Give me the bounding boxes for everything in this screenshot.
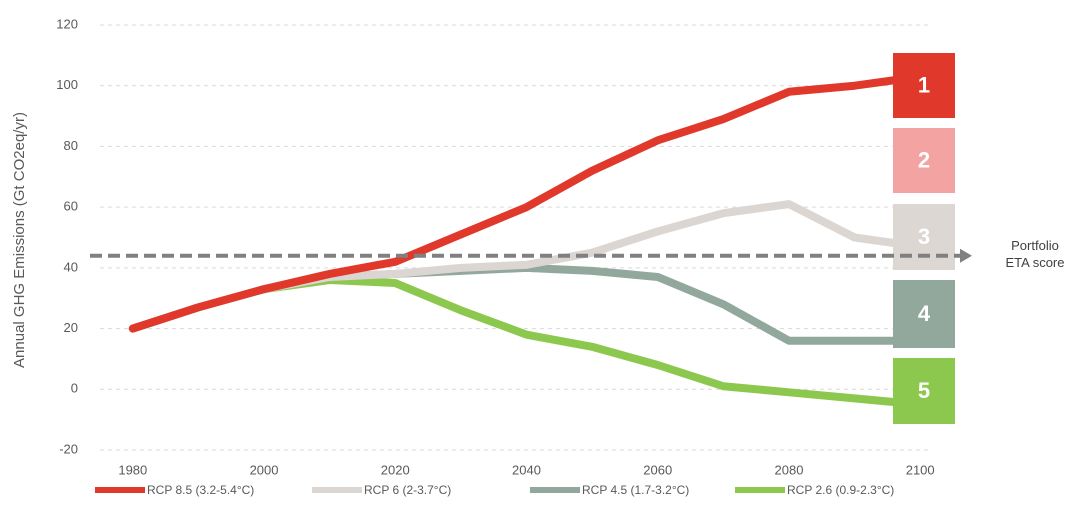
legend-label: RCP 4.5 (1.7-3.2°C) [582, 483, 689, 497]
series-line [128, 263, 925, 345]
threshold-arrow [960, 248, 972, 263]
score-box [893, 53, 955, 118]
y-tick-label: 120 [56, 16, 78, 31]
x-tick-label: 2040 [512, 462, 541, 477]
y-tick-label: 60 [64, 199, 78, 214]
x-tick-label: 2100 [906, 462, 935, 477]
x-tick-label: 2000 [250, 462, 279, 477]
score-box [893, 280, 955, 348]
legend-label: RCP 6 (2-3.7°C) [364, 483, 451, 497]
y-tick-label: 20 [64, 320, 78, 335]
y-axis-label: Annual GHG Emissions (Gt CO2eq/yr) [11, 112, 28, 368]
legend-label: RCP 8.5 (3.2-5.4°C) [147, 483, 254, 497]
score-label: 2 [918, 147, 930, 172]
legend-label: RCP 2.6 (0.9-2.3°C) [787, 483, 894, 497]
y-tick-label: 100 [56, 77, 78, 92]
score-label: 5 [918, 378, 930, 403]
x-tick-label: 2060 [643, 462, 672, 477]
y-tick-label: 80 [64, 138, 78, 153]
y-tick-label: 40 [64, 259, 78, 274]
x-tick-label: 2020 [381, 462, 410, 477]
series-line [128, 72, 925, 333]
x-tick-label: 2080 [775, 462, 804, 477]
series-line [128, 200, 925, 333]
threshold-label: Portfolio [1011, 238, 1059, 253]
score-label: 4 [918, 301, 931, 326]
y-tick-label: 0 [71, 381, 78, 396]
threshold-label: ETA score [1005, 255, 1064, 270]
score-box [893, 358, 955, 424]
x-tick-label: 1980 [118, 462, 147, 477]
score-label: 1 [918, 72, 930, 97]
score-box [893, 128, 955, 193]
score-box [893, 204, 955, 270]
score-label: 3 [918, 224, 930, 249]
y-tick-label: -20 [59, 441, 78, 456]
